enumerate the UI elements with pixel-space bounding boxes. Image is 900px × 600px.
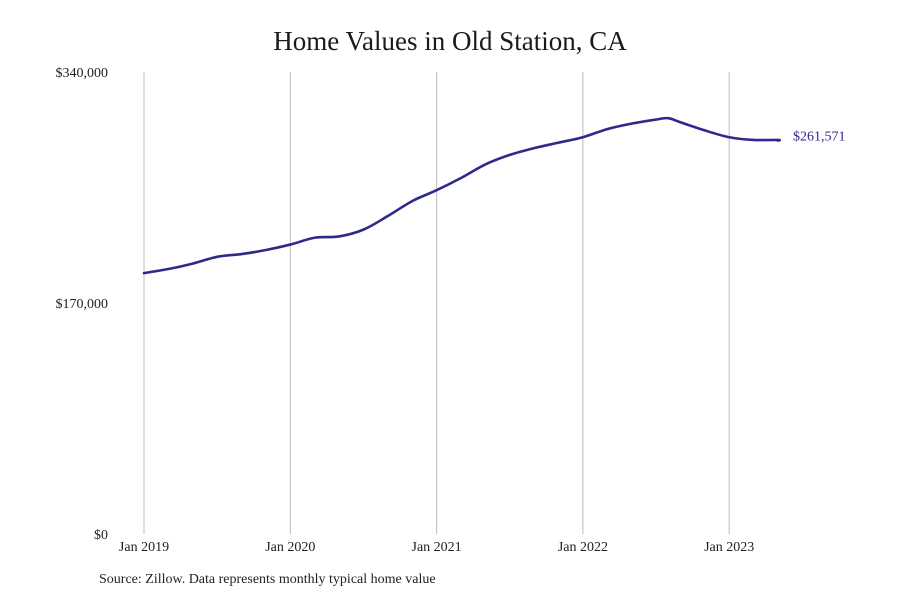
source-note: Source: Zillow. Data represents monthly …: [99, 572, 436, 587]
y-tick-label: $340,000: [56, 66, 109, 81]
x-tick-label: Jan 2019: [119, 540, 169, 555]
x-tick-label: Jan 2023: [704, 540, 754, 555]
chart-title: Home Values in Old Station, CA: [273, 26, 627, 56]
x-tick-label: Jan 2021: [412, 540, 462, 555]
x-tick-label: Jan 2020: [265, 540, 315, 555]
y-tick-label: $170,000: [56, 297, 109, 312]
y-tick-label: $0: [94, 528, 108, 543]
end-value-label: $261,571: [793, 130, 846, 145]
home-value-line: [142, 116, 782, 275]
x-tick-label: Jan 2022: [558, 540, 608, 555]
